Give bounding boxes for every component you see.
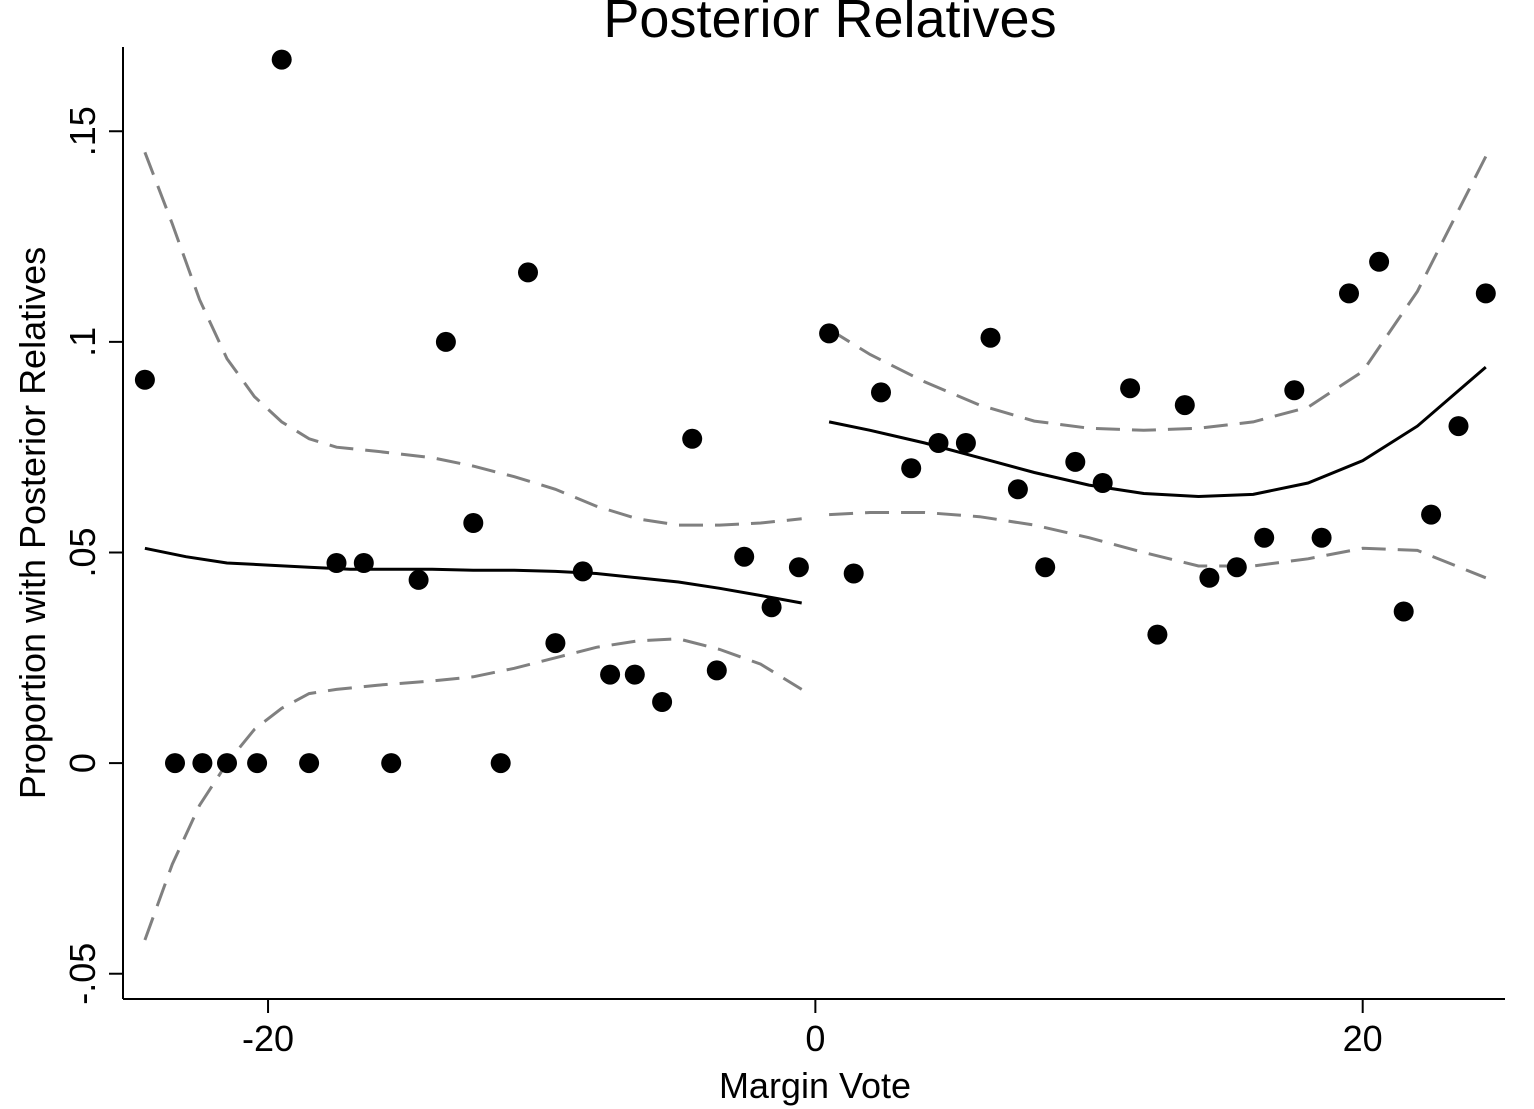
y-tick-label: .15 <box>62 106 103 156</box>
x-tick-label: 0 <box>805 1018 825 1059</box>
y-tick-label: -.05 <box>62 943 103 1005</box>
ci-band-line-4 <box>828 155 1488 432</box>
data-point <box>247 753 268 774</box>
data-point <box>1475 283 1496 304</box>
data-point <box>788 557 809 578</box>
y-axis-label: Proportion with Posterior Relatives <box>12 247 53 799</box>
ci-band-line-5 <box>829 511 1487 580</box>
y-tick-label: .1 <box>62 327 103 357</box>
data-point <box>490 753 511 774</box>
data-point <box>1421 504 1442 525</box>
ci-band-line-1 <box>143 151 802 527</box>
data-point <box>652 692 673 712</box>
data-point <box>1092 473 1113 493</box>
data-point <box>624 664 645 685</box>
plot-content <box>134 49 1496 941</box>
axes <box>122 47 1505 1000</box>
data-point <box>1065 451 1086 472</box>
chart-title: Posterior Relatives <box>603 0 1056 49</box>
data-point <box>1311 527 1332 548</box>
data-point <box>761 597 782 618</box>
data-point <box>706 660 727 681</box>
data-point <box>843 563 864 584</box>
data-point <box>1226 557 1247 578</box>
data-point <box>1147 624 1168 645</box>
data-point <box>271 49 292 70</box>
data-point <box>819 323 840 344</box>
x-tick-label: 20 <box>1343 1018 1383 1059</box>
x-tick-label: -20 <box>242 1018 294 1059</box>
data-point <box>217 753 237 774</box>
data-point <box>134 369 155 390</box>
data-point <box>734 546 755 567</box>
data-point <box>1199 567 1220 588</box>
data-point <box>299 753 320 774</box>
y-tick-label: .05 <box>62 527 103 577</box>
data-point <box>871 382 891 403</box>
data-point <box>165 753 185 774</box>
data-point <box>1284 380 1305 401</box>
fit-line-3 <box>828 365 1487 499</box>
data-point <box>572 561 593 582</box>
data-point <box>1035 557 1056 578</box>
data-point <box>980 327 1001 348</box>
data-point <box>901 458 922 479</box>
data-point <box>326 553 347 573</box>
fit-line-0 <box>144 546 802 605</box>
ticks: -20 0 20 -.05 0 .05 .1 .15 <box>62 106 1383 1059</box>
data-point <box>682 428 703 449</box>
data-point <box>435 331 456 352</box>
data-point <box>381 753 402 774</box>
data-point <box>1120 378 1141 399</box>
data-point <box>192 753 213 774</box>
data-point <box>353 553 374 573</box>
data-point <box>1174 395 1195 416</box>
data-point <box>1007 479 1028 500</box>
data-point <box>1393 601 1414 622</box>
data-point <box>1448 416 1469 437</box>
data-point <box>928 433 949 453</box>
x-axis-label: Margin Vote <box>719 1065 911 1106</box>
data-point <box>545 633 566 654</box>
data-point <box>955 433 976 453</box>
data-point <box>518 262 538 283</box>
data-point <box>1369 251 1390 272</box>
data-point <box>408 569 429 590</box>
data-point <box>600 664 621 685</box>
data-point <box>463 513 484 533</box>
y-tick-label: 0 <box>62 753 103 773</box>
data-point <box>1339 283 1359 304</box>
data-point <box>1254 527 1275 548</box>
